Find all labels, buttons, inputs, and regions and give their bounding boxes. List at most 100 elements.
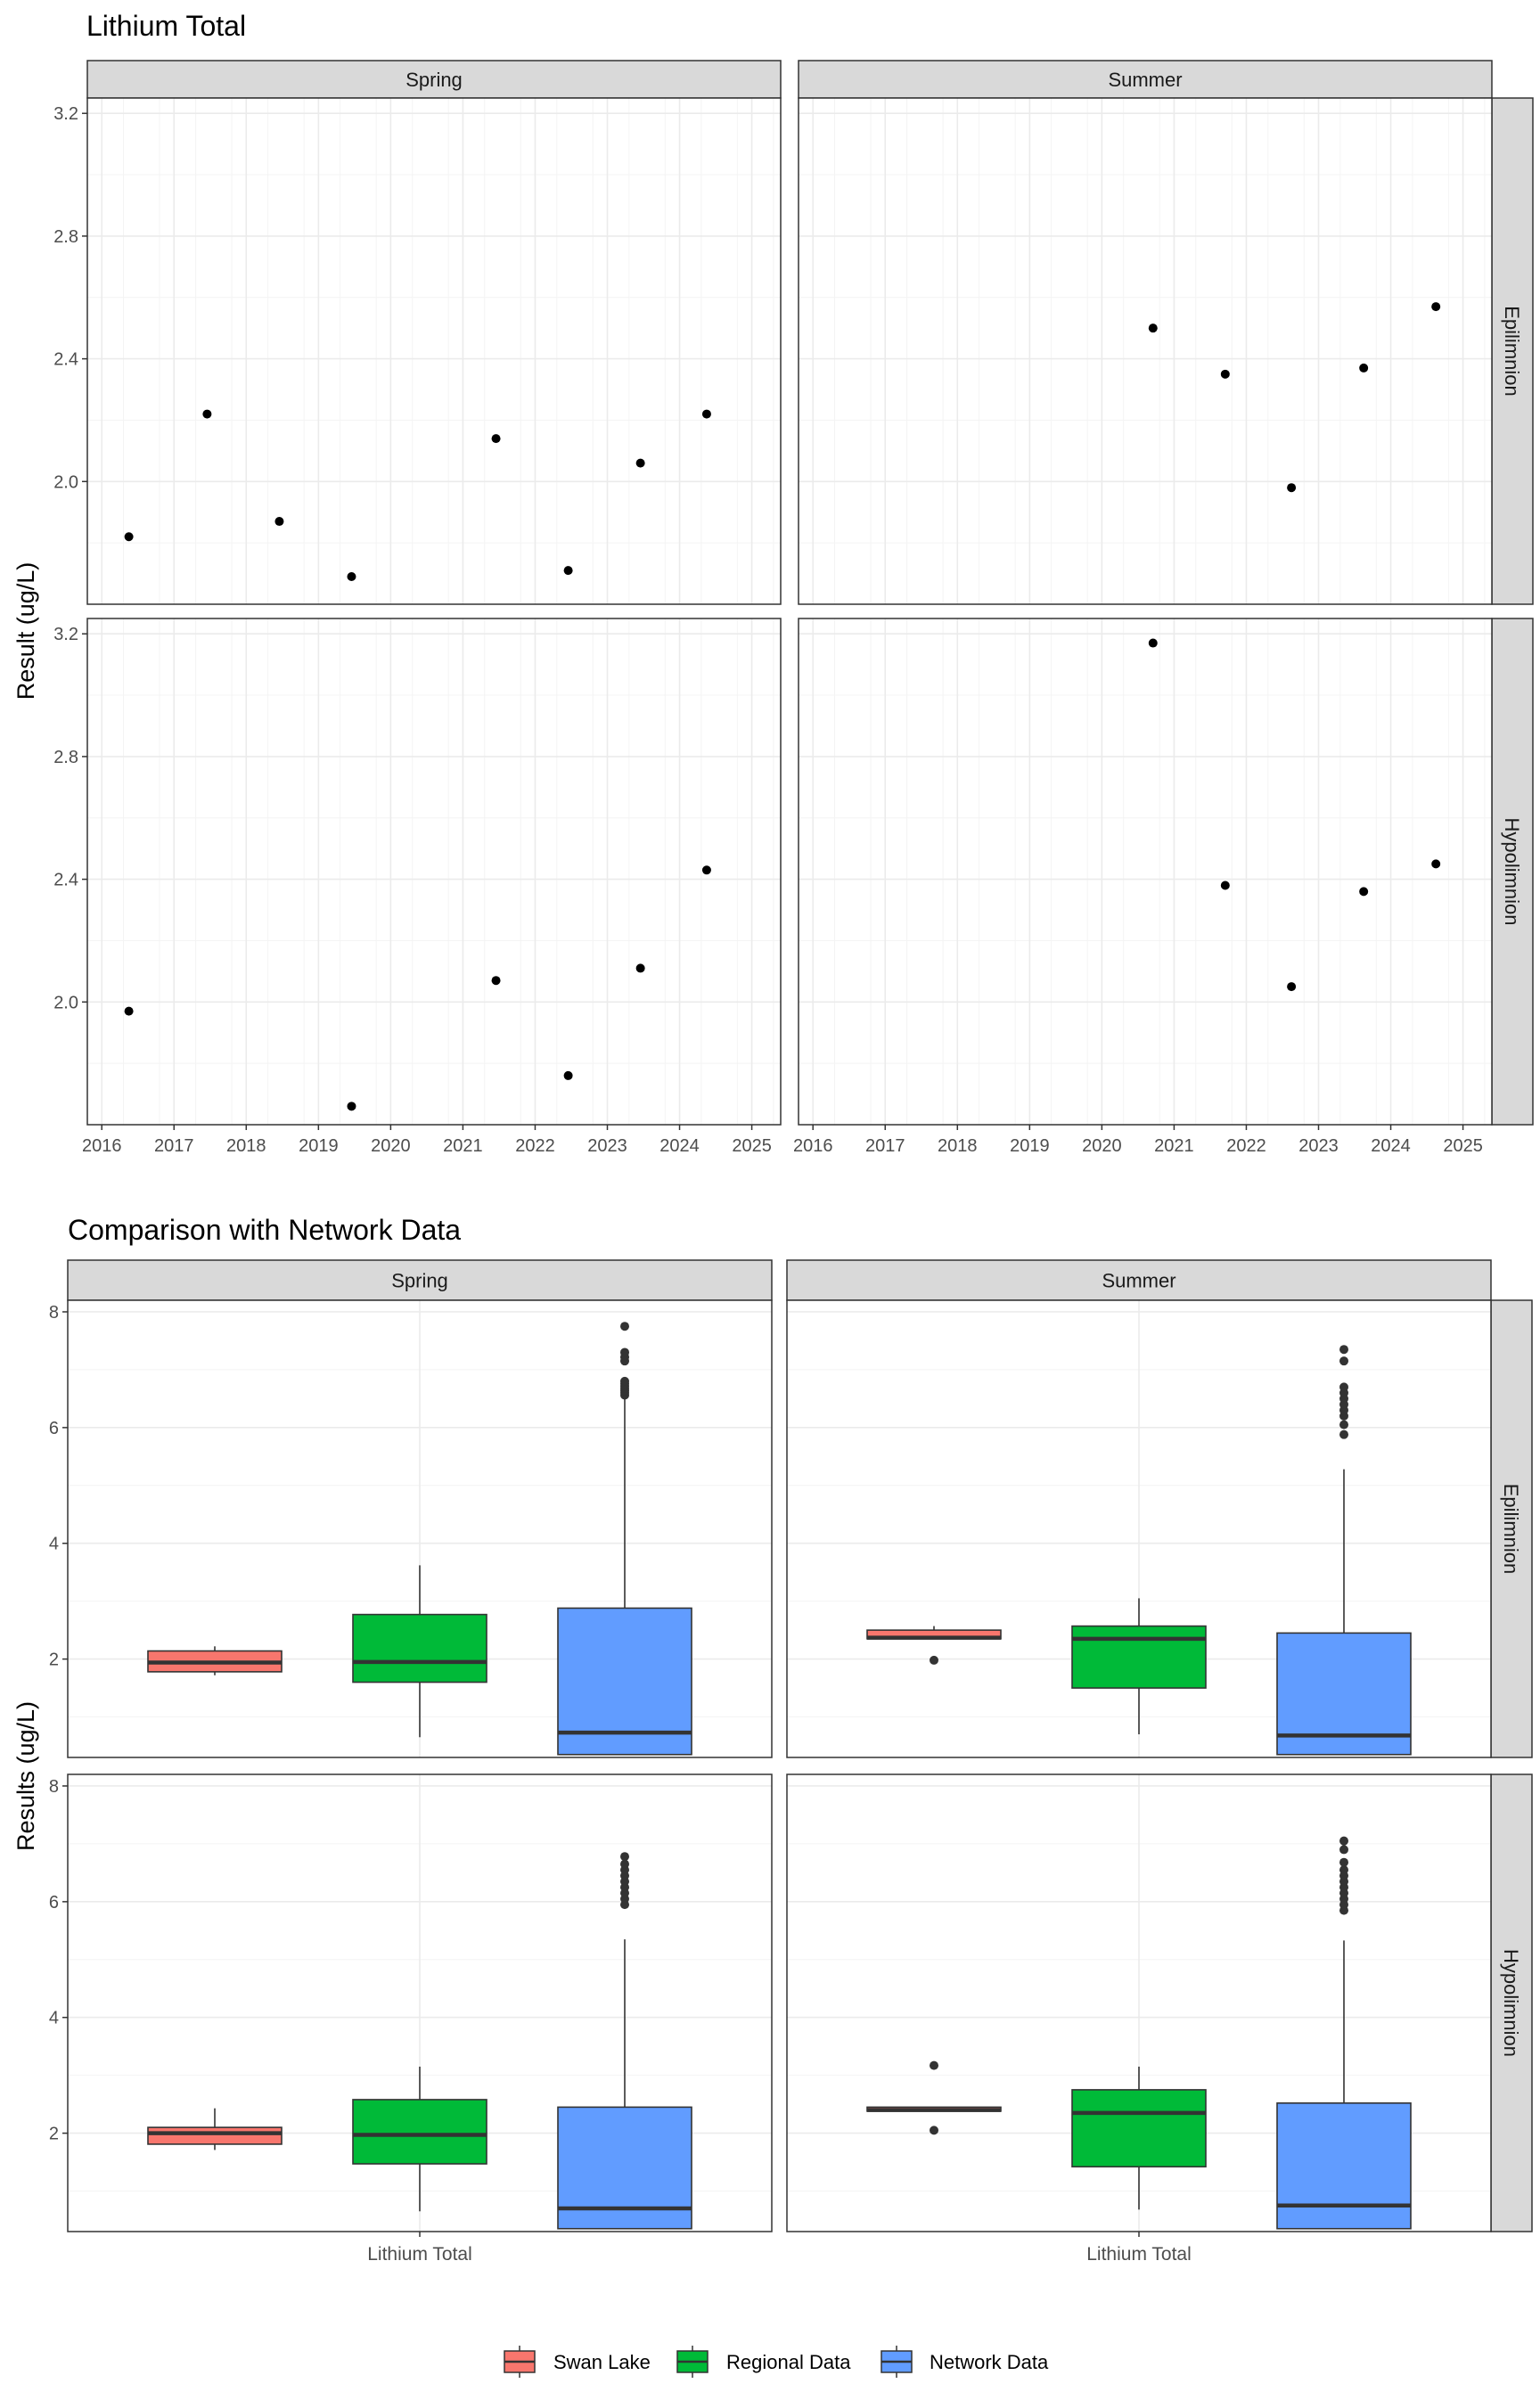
- box-iqr: [352, 1613, 487, 1683]
- chart-title-lithium-total: Lithium Total: [86, 10, 246, 42]
- legend-label: Network Data: [930, 2351, 1049, 2373]
- data-point: [635, 458, 645, 468]
- box-regional-data: [1071, 1598, 1207, 1735]
- outlier-point: [1339, 1420, 1348, 1429]
- panel-spring-epilimnion: 2.0 2.4 2.8 3.2: [53, 97, 782, 605]
- y-tick-label: 2: [49, 1651, 59, 1670]
- x-tick-label: 2017: [865, 1136, 905, 1156]
- outlier-point: [620, 1347, 629, 1357]
- outlier-point: [620, 1376, 629, 1386]
- box-iqr: [352, 2099, 487, 2165]
- y-tick-label: 4: [49, 1535, 59, 1554]
- facet-strip-hypolimnion: [1491, 618, 1534, 1126]
- y-tick-label: 8: [49, 1303, 59, 1323]
- data-point: [701, 865, 711, 875]
- y-axis-title-scatter: Result (ug/L): [12, 562, 39, 700]
- panel-spring-epilimnion: 2 4 6 8: [49, 1299, 773, 1758]
- facet-strip-label-spring: Spring: [405, 69, 463, 91]
- y-tick-label: 3.2: [53, 625, 78, 644]
- facet-strip-label-summer: Summer: [1108, 69, 1182, 91]
- x-tick-label: 2016: [793, 1136, 833, 1156]
- y-tick-label: 2: [49, 2125, 59, 2144]
- legend-item-network-data: Network Data: [881, 2346, 1049, 2378]
- outlier-point: [1339, 1382, 1348, 1392]
- boxplot-facet-grid: Spring Summer Epilimnion Hypolimnion 2 4 6 8 2 4 6…: [49, 1259, 1533, 2265]
- panel-border: [86, 618, 782, 1126]
- outlier-point: [620, 1859, 629, 1869]
- box-iqr: [147, 2126, 283, 2145]
- outlier-point: [620, 1852, 629, 1862]
- panel-background: [87, 618, 781, 1125]
- box-iqr: [1071, 1625, 1207, 1689]
- x-tick-label: 2017: [154, 1136, 194, 1156]
- facet-strip-spring: [67, 1259, 773, 1301]
- data-point: [347, 1102, 356, 1111]
- panel-spring-hypolimnion: 2 4 6 8 Lithium Total: [49, 1773, 773, 2265]
- x-tick-label: 2021: [443, 1136, 483, 1156]
- outlier-point: [930, 2060, 938, 2070]
- panel-border: [86, 97, 782, 605]
- data-point: [1220, 881, 1230, 890]
- data-point: [1359, 887, 1369, 897]
- panel-border: [786, 1299, 1492, 1758]
- data-point: [1431, 302, 1441, 312]
- scatter-facet-grid: Spring Summer Epilimnion Hypolimnion 2.0 2.4 2…: [53, 60, 1534, 1156]
- x-tick-label: 2024: [659, 1136, 700, 1156]
- legend-item-regional-data: Regional Data: [676, 2346, 851, 2378]
- data-point: [347, 572, 356, 582]
- panel-background: [87, 98, 781, 604]
- panel-summer-epilimnion: [798, 97, 1493, 605]
- legend-label: Regional Data: [726, 2351, 851, 2373]
- outlier-point: [1339, 1356, 1348, 1366]
- facet-strip-label-summer: Summer: [1102, 1270, 1175, 1292]
- box-network-data: [1276, 1345, 1412, 1756]
- data-point: [1287, 982, 1297, 992]
- x-tick-label: 2022: [515, 1136, 555, 1156]
- data-point: [563, 566, 573, 576]
- panel-background: [799, 98, 1492, 604]
- y-tick-label: 6: [49, 1893, 59, 1913]
- facet-strip-label-epilimnion: Epilimnion: [1500, 1484, 1522, 1575]
- facet-strip-label-hypolimnion: Hypolimnion: [1501, 817, 1523, 925]
- facet-strip-label-epilimnion: Epilimnion: [1501, 306, 1523, 397]
- y-tick-label: 2.8: [53, 227, 78, 247]
- x-tick-label: Lithium Total: [367, 2244, 472, 2265]
- facet-strip-spring: [86, 60, 782, 99]
- facet-strip-label-spring: Spring: [391, 1270, 448, 1292]
- data-point: [1359, 363, 1369, 373]
- data-point: [1220, 369, 1230, 379]
- box-swan-lake: [866, 1626, 1002, 1665]
- x-tick-label: 2024: [1371, 1136, 1411, 1156]
- box-regional-data: [352, 2066, 487, 2212]
- box-swan-lake: [866, 2060, 1002, 2135]
- outlier-point: [1339, 1865, 1348, 1875]
- x-tick-label: 2016: [82, 1136, 122, 1156]
- y-tick-label: 6: [49, 1419, 59, 1438]
- box-iqr: [557, 1607, 692, 1756]
- x-tick-label: 2019: [1010, 1136, 1050, 1156]
- data-point: [491, 434, 501, 444]
- data-point: [202, 409, 212, 419]
- data-point: [491, 976, 501, 986]
- x-tick-label: 2020: [371, 1136, 411, 1156]
- x-tick-label: 2019: [299, 1136, 339, 1156]
- panel-background: [799, 618, 1492, 1125]
- outlier-point: [1339, 1429, 1348, 1439]
- x-tick-label: 2025: [732, 1136, 772, 1156]
- x-tick-label: 2022: [1226, 1136, 1266, 1156]
- box-swan-lake: [147, 1646, 283, 1675]
- x-tick-label: 2023: [587, 1136, 627, 1156]
- outlier-point: [1339, 1857, 1348, 1867]
- box-network-data: [1276, 1836, 1412, 2230]
- box-network-data: [557, 1322, 692, 1756]
- y-tick-label: 2.4: [53, 350, 78, 370]
- y-tick-label: 4: [49, 2009, 59, 2028]
- y-tick-label: 2.0: [53, 472, 78, 492]
- panel-summer-epilimnion: [786, 1299, 1492, 1758]
- data-point: [1431, 859, 1441, 869]
- x-tick-label: 2018: [226, 1136, 266, 1156]
- x-tick-label: 2025: [1443, 1136, 1483, 1156]
- box-iqr: [557, 2106, 692, 2230]
